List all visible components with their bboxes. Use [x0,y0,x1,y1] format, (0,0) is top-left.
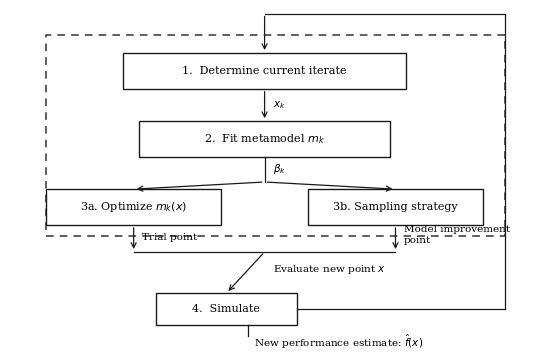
Text: Trial point: Trial point [142,233,197,242]
Bar [308,189,483,225]
Bar [46,35,505,236]
Bar [123,53,407,89]
Text: 4.  Simulate: 4. Simulate [192,304,260,314]
Text: 2.  Fit metamodel $m_k$: 2. Fit metamodel $m_k$ [204,132,325,146]
Text: $x_k$: $x_k$ [273,99,285,111]
Bar [155,293,298,325]
Text: $\beta_k$: $\beta_k$ [273,162,286,177]
Bar [139,121,390,157]
Text: Model improvement
point: Model improvement point [404,225,510,245]
Text: 3b. Sampling strategy: 3b. Sampling strategy [333,202,458,212]
Text: 3a. Optimize $m_k(x)$: 3a. Optimize $m_k(x)$ [80,200,187,214]
Text: Evaluate new point $x$: Evaluate new point $x$ [273,263,386,276]
Text: New performance estimate: $\hat{f}(x)$: New performance estimate: $\hat{f}(x)$ [253,332,423,351]
Bar [46,189,221,225]
Text: 1.  Determine current iterate: 1. Determine current iterate [182,66,347,76]
